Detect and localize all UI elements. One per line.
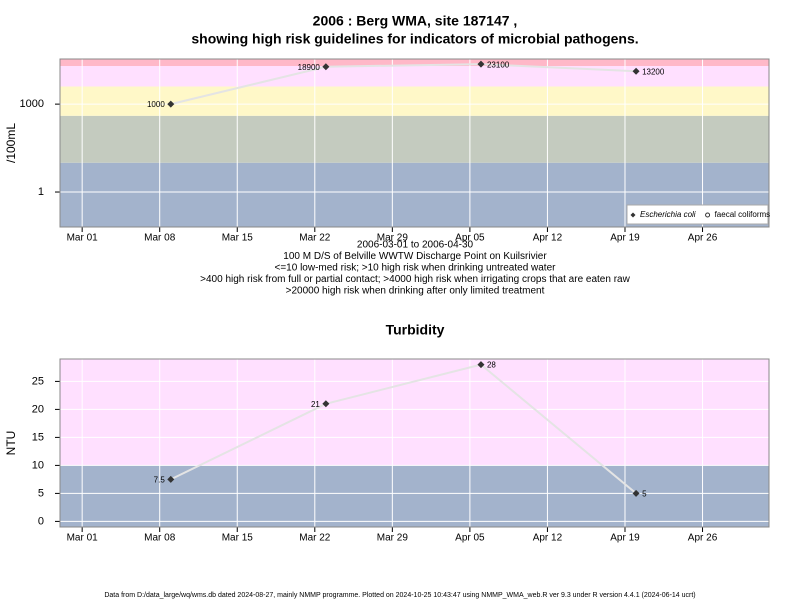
y-tick-label: 20 bbox=[32, 403, 44, 415]
legend-box bbox=[626, 204, 769, 225]
y-tick-label: 10 bbox=[32, 459, 44, 471]
x-tick-label: Mar 08 bbox=[144, 533, 176, 544]
data-label: 21 bbox=[311, 400, 320, 409]
x-tick-label: Mar 22 bbox=[299, 233, 331, 244]
data-label: 28 bbox=[487, 361, 496, 370]
x-tick-label: Apr 26 bbox=[688, 233, 718, 244]
x-tick-label: Mar 01 bbox=[67, 233, 99, 244]
data-point bbox=[322, 400, 330, 408]
risk-band bbox=[60, 115, 769, 163]
y-tick-label: 1000 bbox=[20, 98, 44, 110]
legend-label: Escherichia coli bbox=[640, 210, 696, 219]
x-tick-label: Mar 01 bbox=[67, 533, 99, 544]
risk-band bbox=[60, 465, 769, 527]
x-tick-label: Apr 12 bbox=[533, 233, 563, 244]
x-tick-label: Mar 29 bbox=[377, 233, 409, 244]
data-point bbox=[632, 489, 640, 497]
y-axis-label: NTU bbox=[4, 431, 18, 456]
legend-marker bbox=[705, 212, 711, 218]
data-label: 7.5 bbox=[154, 476, 166, 485]
x-tick-label: Apr 12 bbox=[533, 533, 563, 544]
data-point bbox=[322, 63, 330, 71]
y-tick-label: 25 bbox=[32, 375, 44, 387]
data-point bbox=[167, 100, 175, 108]
data-point bbox=[632, 67, 640, 75]
data-label: 18900 bbox=[298, 63, 321, 72]
chart-title: 2006 : Berg WMA, site 187147 , bbox=[313, 13, 518, 29]
data-point bbox=[477, 60, 485, 68]
x-tick-label: Apr 05 bbox=[455, 233, 485, 244]
plot-frame bbox=[59, 358, 770, 528]
data-label: 23100 bbox=[487, 60, 510, 69]
caption-line: >20000 high risk when drinking after onl… bbox=[286, 286, 545, 297]
x-tick-label: Apr 19 bbox=[610, 533, 640, 544]
plot-frame bbox=[59, 58, 770, 228]
x-tick-label: Mar 15 bbox=[222, 233, 254, 244]
caption-line: 100 M D/S of Belville WWTW Discharge Poi… bbox=[283, 251, 547, 262]
legend-marker bbox=[630, 212, 636, 218]
x-tick-label: Mar 29 bbox=[377, 533, 409, 544]
chart-title: Turbidity bbox=[386, 322, 445, 338]
risk-band bbox=[60, 359, 769, 466]
y-tick-label: 1 bbox=[38, 186, 44, 198]
x-tick-label: Apr 19 bbox=[610, 233, 640, 244]
y-tick-label: 5 bbox=[38, 487, 44, 499]
series-line bbox=[170, 363, 637, 495]
y-tick-label: 15 bbox=[32, 431, 44, 443]
caption-line: <=10 low-med risk; >10 high risk when dr… bbox=[275, 263, 557, 274]
caption-line: 2006-03-01 to 2006-04-30 bbox=[357, 240, 474, 251]
risk-band bbox=[60, 86, 769, 116]
series-line bbox=[170, 63, 637, 106]
x-tick-label: Apr 26 bbox=[688, 533, 718, 544]
x-tick-label: Mar 08 bbox=[144, 233, 176, 244]
x-tick-label: Mar 22 bbox=[299, 533, 331, 544]
data-label: 1000 bbox=[147, 100, 165, 109]
x-tick-label: Mar 15 bbox=[222, 533, 254, 544]
y-tick-label: 0 bbox=[38, 515, 44, 527]
risk-band bbox=[60, 59, 769, 67]
x-tick-label: Apr 05 bbox=[455, 533, 485, 544]
y-axis-label: /100mL bbox=[4, 123, 18, 163]
footer: Data from D:/data_large/wq/wms.db dated … bbox=[104, 592, 695, 599]
plot-area bbox=[60, 359, 769, 527]
plot-area bbox=[60, 59, 769, 227]
data-label: 5 bbox=[642, 490, 647, 499]
data-label: 13200 bbox=[642, 67, 665, 76]
data-point bbox=[477, 361, 485, 369]
data-point bbox=[167, 475, 175, 483]
legend-label: faecal coliforms bbox=[715, 210, 771, 219]
caption-line: >400 high risk from full or partial cont… bbox=[200, 274, 630, 285]
chart-title: showing high risk guidelines for indicat… bbox=[191, 31, 638, 47]
